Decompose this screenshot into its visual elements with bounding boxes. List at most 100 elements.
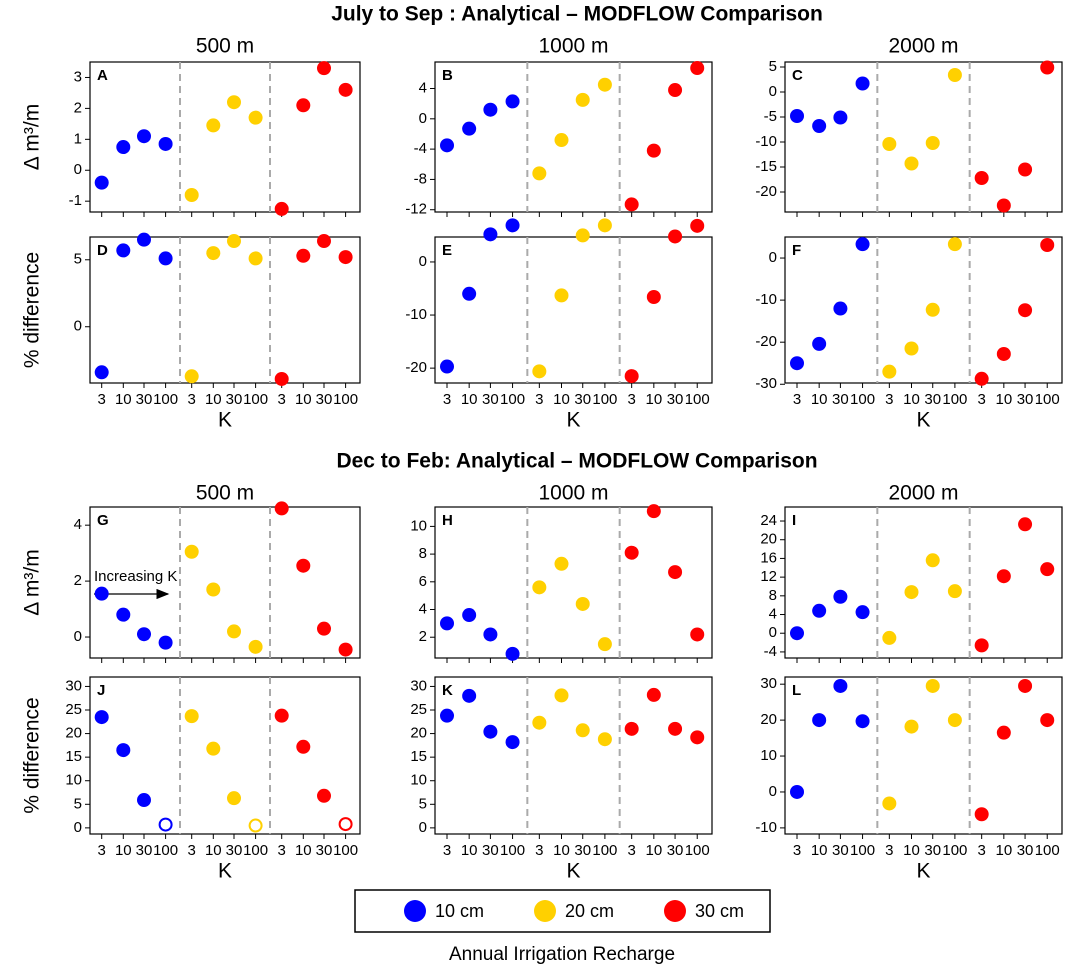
y-tick-label: 10: [410, 517, 427, 534]
data-point: [248, 639, 263, 654]
legend-marker: [664, 900, 686, 922]
data-point: [440, 708, 455, 723]
data-point: [462, 608, 477, 623]
x-tick-label: 10: [115, 842, 132, 859]
x-tick-label: 30: [136, 391, 153, 408]
data-point: [882, 630, 897, 645]
y-tick-label: 4: [769, 605, 777, 622]
x-axis-label: K: [566, 409, 580, 432]
data-point: [483, 724, 498, 739]
y-tick-label: -15: [755, 158, 777, 175]
data-point: [554, 133, 569, 148]
data-point: [296, 98, 311, 113]
y-tick-label: 2: [74, 572, 82, 589]
data-point: [554, 288, 569, 303]
data-point: [1018, 162, 1033, 177]
data-point: [646, 504, 661, 519]
y-tick-label: 0: [74, 318, 82, 335]
data-point: [338, 250, 353, 265]
y-tick-label: 10: [65, 772, 82, 789]
y-tick-label: -10: [755, 133, 777, 150]
data-point: [505, 735, 520, 750]
x-axis-label: K: [218, 860, 232, 883]
x-tick-label: 3: [98, 842, 106, 859]
data-point: [227, 95, 241, 110]
x-axis-label: K: [916, 860, 930, 883]
legend-title: Annual Irrigation Recharge: [449, 944, 675, 965]
x-tick-label: 30: [832, 842, 849, 859]
x-tick-label: 10: [295, 391, 312, 408]
data-point: [904, 719, 919, 734]
data-point: [925, 302, 940, 317]
data-point: [1018, 517, 1033, 532]
x-tick-label: 100: [592, 842, 617, 859]
x-tick-label: 100: [500, 391, 525, 408]
data-point: [184, 187, 199, 202]
data-point: [855, 76, 870, 91]
panel-letter: B: [442, 67, 453, 84]
x-tick-label: 10: [553, 842, 570, 859]
data-point: [532, 166, 547, 181]
x-tick-label: 100: [500, 842, 525, 859]
y-tick-label: 25: [65, 701, 82, 718]
data-point: [646, 143, 661, 158]
data-point: [274, 201, 289, 216]
y-tick-label: 0: [419, 819, 427, 836]
data-point: [690, 627, 705, 642]
data-point: [790, 626, 805, 641]
x-tick-label: 30: [667, 391, 684, 408]
plot-frame: [784, 61, 1063, 213]
x-tick-label: 3: [278, 842, 286, 859]
plot-frame: [89, 506, 361, 659]
data-point: [206, 246, 221, 261]
data-point: [554, 556, 569, 571]
y-axis-label: % difference: [21, 252, 44, 368]
y-tick-label: 3: [74, 68, 82, 85]
data-point: [624, 369, 639, 384]
y-tick-label: 20: [65, 725, 82, 742]
x-tick-label: 10: [995, 842, 1012, 859]
data-point: [597, 218, 612, 233]
data-point: [855, 605, 870, 620]
data-point: [94, 365, 109, 380]
data-point: [882, 137, 897, 151]
data-point: [184, 369, 199, 384]
data-point: [440, 359, 455, 374]
data-point: [94, 586, 109, 601]
y-tick-label: -10: [755, 291, 777, 308]
data-point: [94, 175, 109, 190]
panel-letter: J: [97, 682, 105, 699]
data-point: [483, 227, 498, 242]
data-point: [532, 715, 547, 730]
data-point: [338, 642, 353, 657]
data-point: [812, 713, 827, 728]
data-point: [206, 582, 221, 597]
x-tick-label: 30: [226, 842, 243, 859]
data-point: [790, 356, 805, 371]
plot-frame: [784, 236, 1063, 384]
panel-letter: I: [792, 512, 796, 529]
data-point: [833, 301, 848, 316]
data-point: [296, 558, 311, 573]
y-tick-label: -8: [414, 170, 427, 187]
section-title: July to Sep : Analytical – MODFLOW Compa…: [331, 3, 823, 26]
data-point: [974, 371, 989, 386]
legend-label: 10 cm: [435, 901, 484, 921]
x-tick-label: 30: [1017, 391, 1034, 408]
panel-letter: L: [792, 682, 801, 699]
y-tick-label: -4: [414, 140, 427, 157]
y-tick-label: 30: [760, 675, 777, 692]
y-tick-label: 0: [419, 110, 427, 127]
data-point: [974, 638, 989, 653]
data-point: [317, 621, 331, 636]
x-tick-label: 30: [136, 842, 153, 859]
x-tick-label: 100: [243, 391, 268, 408]
x-tick-label: 30: [924, 391, 941, 408]
data-point: [947, 713, 962, 728]
y-tick-label: -12: [405, 201, 427, 218]
data-point: [227, 234, 241, 249]
y-tick-label: 8: [419, 545, 427, 562]
y-tick-label: 6: [419, 573, 427, 590]
x-tick-label: 100: [333, 391, 358, 408]
data-point: [1040, 237, 1055, 252]
